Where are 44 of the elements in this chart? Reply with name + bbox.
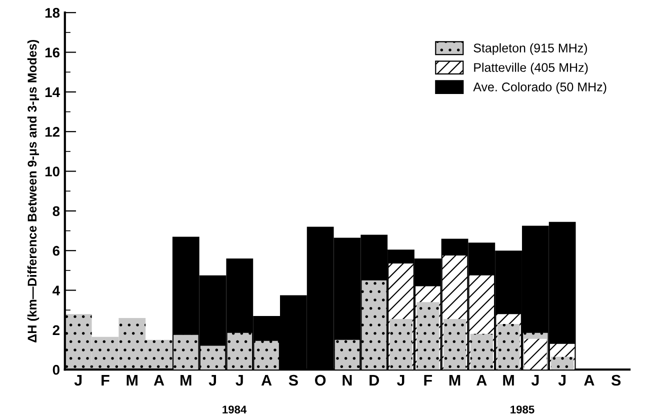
legend-label: Platteville (405 MHz) [474, 62, 588, 74]
bar [254, 340, 279, 370]
y-tick-label: 18 [45, 8, 60, 18]
x-tick-label: J [558, 375, 566, 386]
x-tick-label: M [126, 375, 138, 386]
y-tick-label: 16 [45, 48, 60, 58]
x-tick-label: F [424, 375, 432, 386]
x-tick-label: J [396, 375, 404, 386]
text: 1985 [510, 406, 534, 414]
y-axis-title: ΔH (km—Difference Between 9-μs and 3-μs Modes) [27, 40, 40, 342]
y-tick-label: 6 [52, 246, 60, 256]
y-tick-label: 14 [45, 87, 60, 97]
y-tick-label: 8 [52, 206, 60, 216]
x-tick-label: J [74, 375, 82, 386]
x-tick-label: S [288, 374, 298, 386]
x-tick-label: J [531, 375, 539, 386]
bar [227, 332, 252, 370]
y-tick-label: 4 [52, 286, 60, 296]
x-tick-label: J [236, 375, 243, 386]
x-tick-label: M [180, 375, 192, 386]
bar [334, 340, 360, 370]
bar [200, 346, 226, 370]
x-tick-label: A [476, 375, 487, 386]
x-tick-label: F [102, 375, 110, 386]
y-tick-label: 2 [52, 325, 60, 335]
y-tick-label: 10 [45, 166, 60, 176]
x-tick-label: O [315, 374, 326, 386]
x-tick-label: M [503, 375, 514, 386]
bar [362, 280, 386, 370]
bar [443, 319, 466, 370]
x-tick-label: A [584, 375, 594, 386]
x-tick-label: J [208, 375, 216, 386]
x-tick-label: A [261, 375, 272, 386]
bar [174, 334, 198, 370]
y-tick-label: 12 [45, 126, 60, 137]
x-tick-label: N [342, 375, 352, 386]
text: 1984 [222, 406, 247, 414]
x-tick-label: S [611, 374, 621, 386]
x-tick-label: M [449, 375, 460, 386]
x-tick-label: A [154, 375, 164, 386]
y-tick-label: 0 [52, 364, 60, 375]
legend-label: Stapleton (915 MHz) [474, 43, 587, 55]
x-tick-label: D [370, 375, 379, 386]
legend-label: Ave. Colorado (50 MHz) [473, 82, 606, 94]
